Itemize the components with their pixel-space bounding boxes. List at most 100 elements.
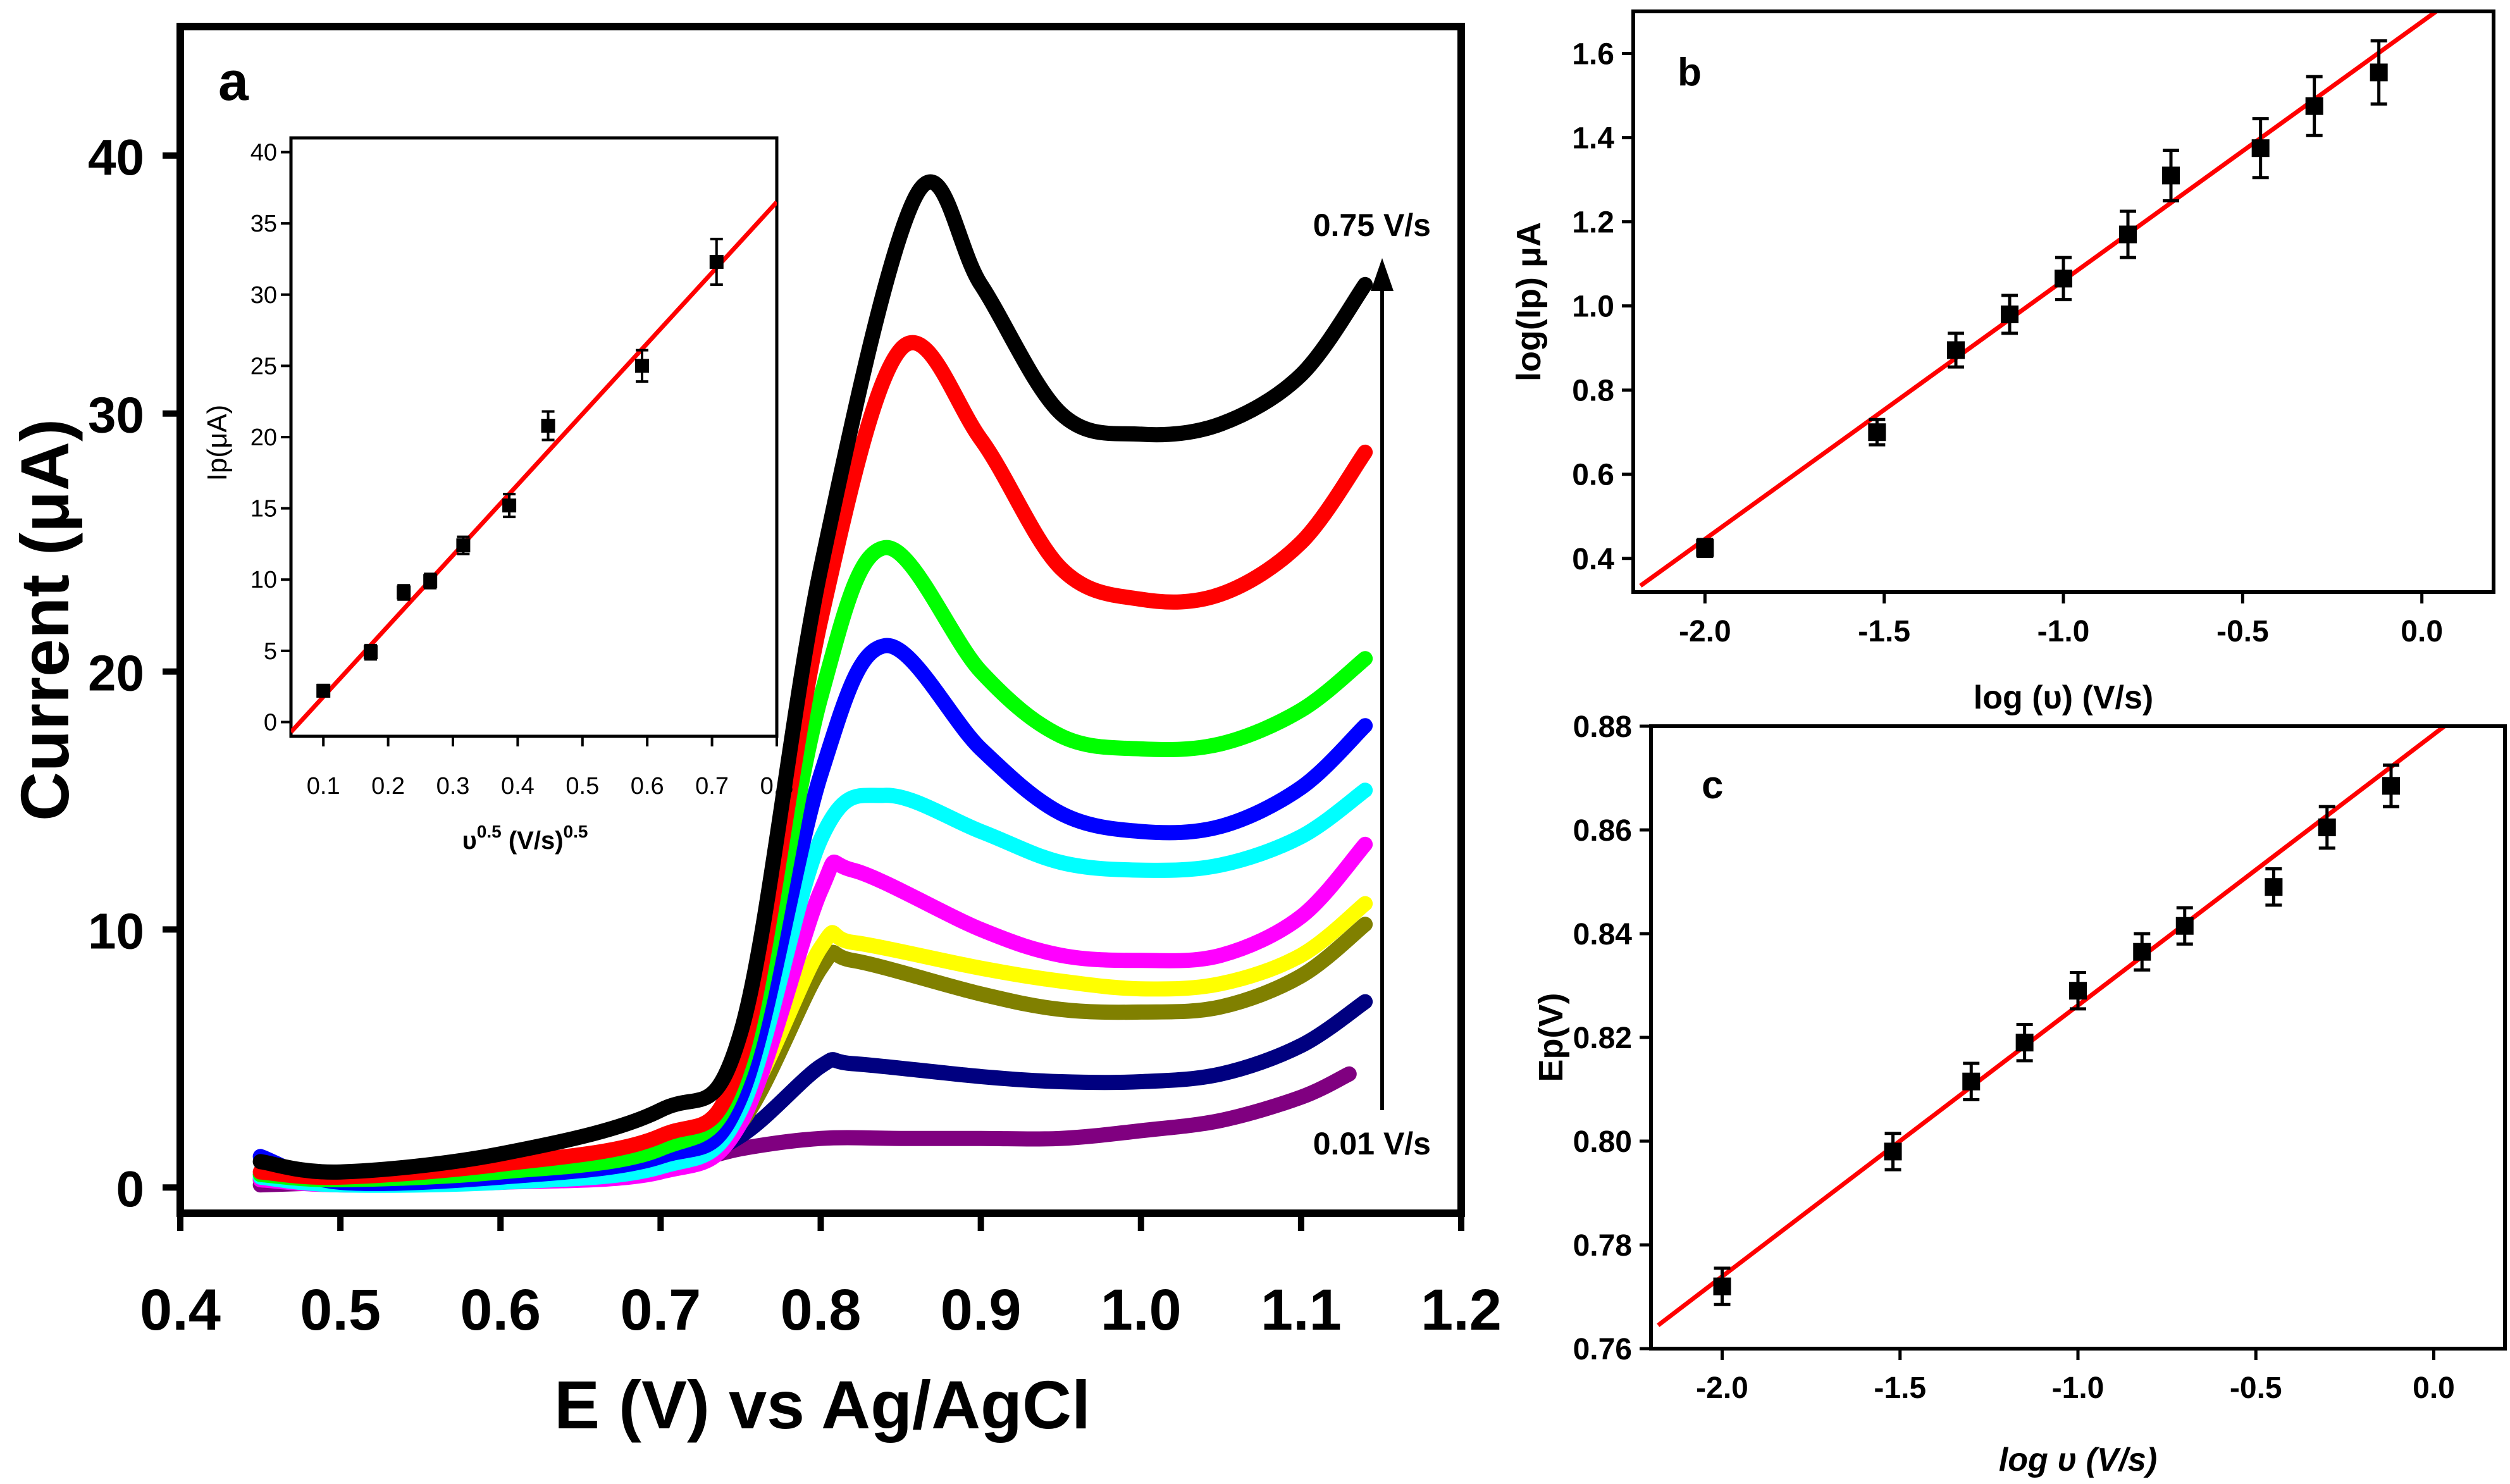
y-tick-label-b: 1.6 (1572, 38, 1614, 71)
inset-x-tick-label: 0.2 (371, 773, 405, 800)
data-point-c (2069, 982, 2087, 1000)
x-tick-label-b: -1.0 (2037, 615, 2090, 648)
data-point-b (2162, 166, 2180, 185)
panel-b: -2.0 -1.5 -1.0 -0.5 0.0 0.4 0.6 0.8 1.0 1.2 1.4 1.6… (1510, 9, 2495, 716)
data-point-b (1947, 341, 1965, 359)
x-tick-label: 1.0 (1101, 1278, 1182, 1342)
x-axis-label-b: log (υ) (V/s) (1974, 679, 2153, 716)
x-tick-label-c: -0.5 (2230, 1371, 2282, 1405)
inset-x-tick-label: 0.3 (436, 773, 470, 800)
x-tick-label-b: -0.5 (2216, 615, 2269, 648)
y-tick-label-c: 0.80 (1573, 1125, 1632, 1159)
y-tick-label-c: 0.84 (1573, 918, 1633, 951)
y-tick-label-b: 0.8 (1572, 374, 1614, 408)
y-tick-label-c: 0.78 (1573, 1229, 1632, 1263)
y-tick-label-c: 0.88 (1573, 710, 1632, 744)
scan-rate-arrowhead (1371, 258, 1394, 291)
inset-point (635, 359, 650, 373)
x-tick-label-b: 0.0 (2401, 615, 2443, 648)
fit-line-b (1639, 11, 2438, 588)
inset-point (456, 538, 471, 553)
data-point-c (1884, 1142, 1902, 1161)
panel-c: -2.0 -1.5 -1.0 -0.5 0.0 0.76 0.78 0.80 0.82 0.84 0… (1532, 710, 2507, 1478)
inset-point (541, 418, 555, 433)
data-point-b (2251, 139, 2270, 158)
data-point-c (1713, 1277, 1731, 1295)
cv-series-8 (252, 994, 1373, 1188)
inset-y-tick-label: 0 (264, 709, 277, 736)
x-axis-label: E (V) vs Ag/AgCl (554, 1366, 1091, 1443)
inset-point (709, 254, 724, 269)
data-point-b (2001, 305, 2019, 323)
y-tick-label: 40 (88, 129, 144, 185)
inset-point (502, 498, 517, 513)
x-tick-label: 0.9 (941, 1278, 1022, 1342)
inset-x-tick-label: 0.1 (307, 773, 340, 800)
y-tick-label: 20 (88, 645, 144, 702)
inset-fit-line (291, 200, 777, 734)
inset-x-tick-label: 0.7 (695, 773, 729, 800)
data-point-b (2055, 269, 2072, 288)
annotation-top: 0.75 V/s (1313, 207, 1431, 243)
annotation-bottom: 0.01 V/s (1313, 1126, 1431, 1161)
y-tick-label: 10 (88, 903, 144, 959)
x-tick-label-c: -2.0 (1696, 1371, 1748, 1405)
data-point-c (2382, 777, 2400, 795)
y-tick-label-c: 0.76 (1573, 1333, 1632, 1366)
data-point-b (2305, 97, 2323, 115)
y-tick-label-c: 0.86 (1573, 814, 1632, 848)
x-tick-label: 0.4 (140, 1278, 221, 1342)
inset-x-axis-label: υ0.5 (V/s)0.5 (462, 822, 588, 855)
panel-label-b: b (1678, 51, 1702, 94)
inset-y-tick-label: 25 (250, 353, 277, 380)
data-point-c (2175, 917, 2194, 935)
panel-label-a: a (218, 51, 249, 112)
data-point-c (2318, 818, 2336, 836)
y-tick-label-b: 1.2 (1572, 206, 1614, 240)
y-axis-label: Current (μA) (6, 419, 83, 821)
x-tick-label: 1.1 (1261, 1278, 1342, 1342)
panel-a: 0.4 0.5 0.6 0.7 0.8 0.9 1.0 1.1 1.2 0 10 20 30 40 E (V… (6, 23, 1502, 1443)
y-tick-label-b: 1.0 (1572, 290, 1614, 324)
data-point-b (1868, 423, 1886, 442)
inset-point (316, 683, 331, 698)
inset-frame (289, 136, 779, 738)
data-point-b (1696, 539, 1714, 557)
inset-x-label-unit: (V/s) (502, 827, 564, 855)
x-axis-label-c: log υ (V/s) (1999, 1442, 2157, 1478)
inset-x-label-symbol: υ (462, 827, 477, 855)
panel-a-inset: 0.1 0.2 0.3 0.4 0.5 0.6 0.7 0.8 0 5 10 15 20 25 30 35 40… (202, 136, 794, 855)
inset-y-tick-label: 40 (250, 140, 277, 166)
x-tick-label-c: -1.0 (2052, 1371, 2105, 1405)
y-tick-label: 30 (88, 387, 144, 443)
x-tick-label: 0.6 (460, 1278, 541, 1342)
inset-x-label-exponent: 0.5 (477, 822, 502, 841)
data-point-b (2370, 63, 2388, 82)
inset-y-axis-label: Ip(μA) (202, 405, 233, 481)
y-tick-label-b: 1.4 (1572, 122, 1614, 156)
inset-x-tick-label: 0.8 (760, 773, 794, 800)
data-point-b (2119, 225, 2137, 244)
x-tick-label-b: -1.5 (1858, 615, 1910, 648)
x-tick-label: 0.8 (781, 1278, 862, 1342)
cv-series-group (252, 174, 1373, 1193)
cv-series-2 (252, 540, 1373, 1188)
x-tick-label: 1.2 (1421, 1278, 1502, 1342)
fit-line-c (1657, 726, 2446, 1327)
x-tick-label-b: -2.0 (1679, 615, 1731, 648)
data-point-c (2265, 878, 2283, 896)
inset-y-tick-label: 5 (264, 638, 277, 665)
inset-point (423, 574, 438, 588)
x-tick-label-c: 0.0 (2413, 1371, 2455, 1405)
inset-x-label-unit-exponent: 0.5 (564, 822, 588, 841)
plot-frame-b (1631, 9, 2495, 594)
inset-y-tick-label: 30 (250, 282, 277, 309)
inset-x-tick-label: 0.6 (631, 773, 664, 800)
panel-label-c: c (1702, 764, 1723, 807)
data-point-c (2133, 943, 2151, 961)
y-tick-label-c: 0.82 (1573, 1022, 1632, 1055)
y-tick-label-b: 0.6 (1572, 459, 1614, 492)
inset-point (363, 645, 378, 660)
plot-frame-c (1649, 724, 2507, 1351)
